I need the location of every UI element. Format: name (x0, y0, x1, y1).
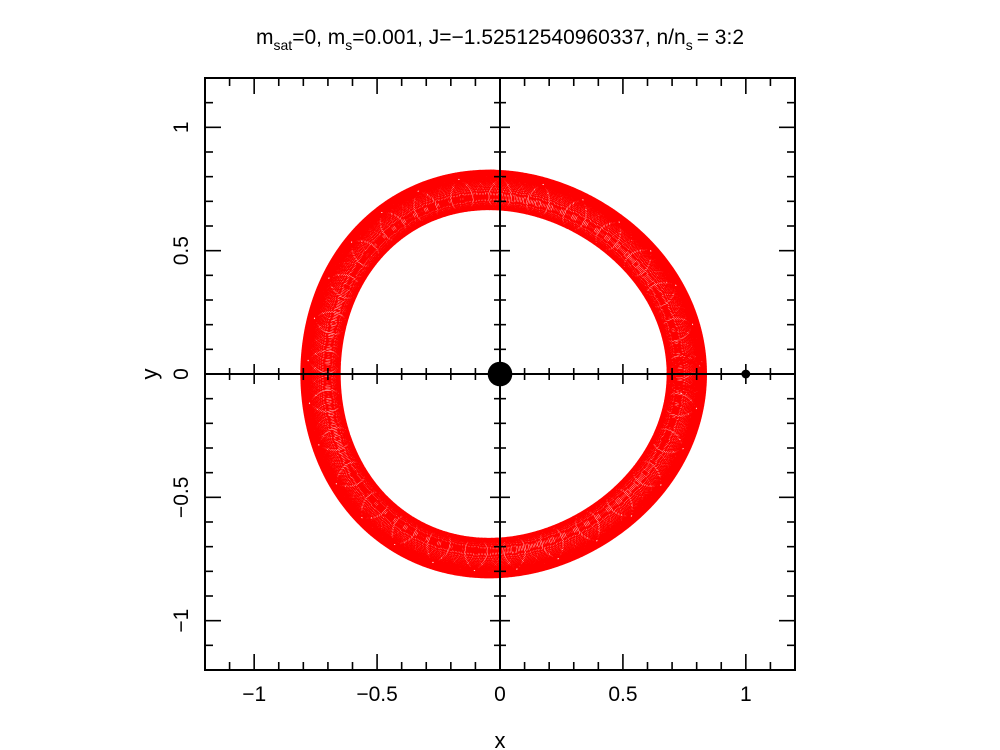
plot-frame (204, 77, 796, 671)
y-tick-label: 0 (170, 368, 193, 380)
tick-labels: −1 −0.5 0 0.5 1 −1 −0.5 0 0.5 1 (170, 121, 752, 706)
x-tick-label: 1 (740, 683, 752, 706)
x-tick-label: −1 (242, 683, 266, 706)
x-tick-label: 0.5 (608, 683, 637, 706)
x-tick-label: −0.5 (356, 683, 397, 706)
tick-marks (205, 78, 795, 670)
y-tick-label: 0.5 (170, 236, 193, 265)
x-tick-label: 0 (494, 683, 506, 706)
title-s-subscript: s (345, 37, 352, 53)
y-axis-label: y (137, 369, 162, 380)
title-eq-zero: =0, m (292, 26, 345, 49)
y-tick-label: −0.5 (170, 477, 193, 518)
title-s-subscript-2: s (686, 37, 693, 53)
x-axis-label: x (495, 728, 506, 750)
orbit-trajectory-line (300, 169, 708, 579)
title-ms-value: =0.001, J=−1.52512540960337, n/n (352, 26, 685, 49)
y-tick-label: 1 (170, 121, 193, 133)
title-m: m (256, 26, 274, 49)
secondary-body-marker (741, 369, 751, 379)
chart-title: msat=0, ms=0.001, J=−1.52512540960337, n… (256, 26, 744, 53)
title-sat-subscript: sat (274, 37, 293, 53)
y-tick-label: −1 (170, 609, 193, 633)
title-ratio: = 3:2 (697, 26, 744, 49)
primary-body-marker (487, 361, 513, 387)
